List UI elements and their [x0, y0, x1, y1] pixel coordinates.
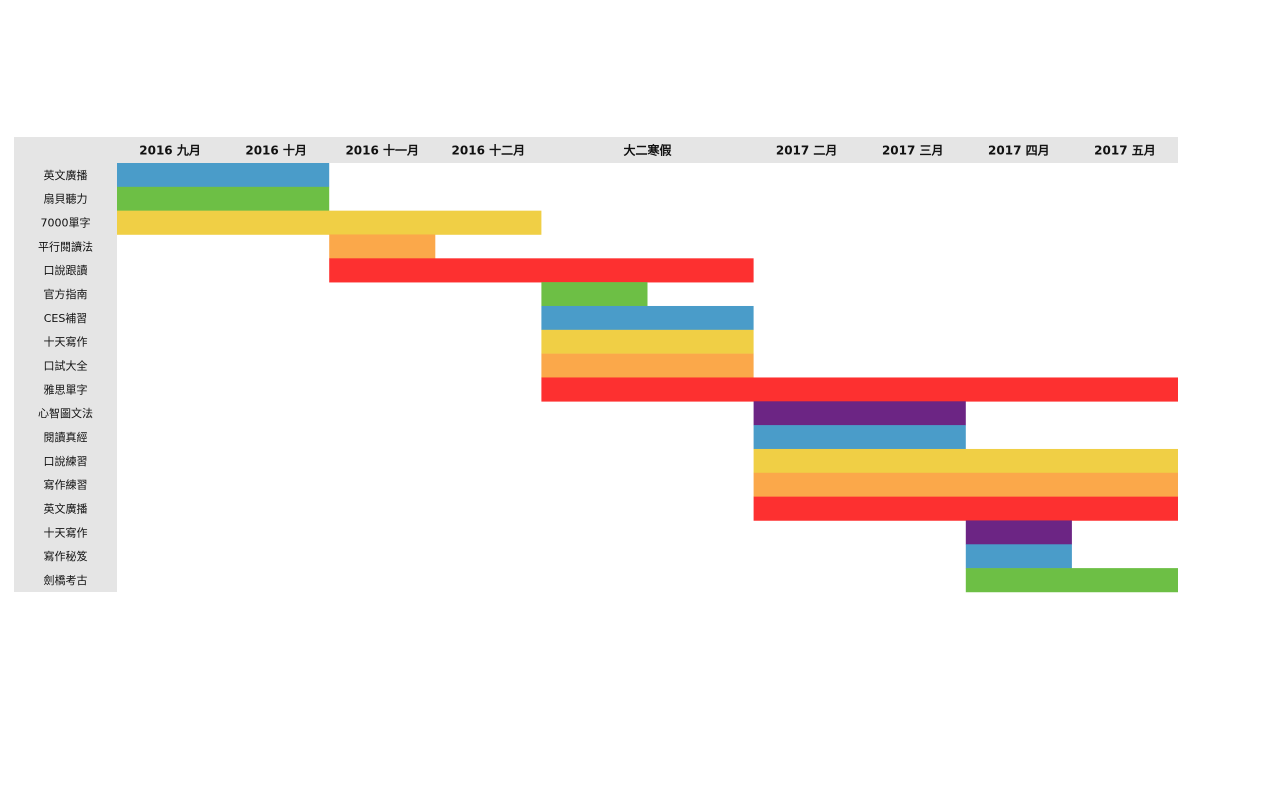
- task-bar: [329, 258, 754, 283]
- column-header: 2016 十二月: [452, 143, 526, 158]
- column-header: 大二寒假: [623, 143, 672, 158]
- header-row: [14, 137, 1178, 163]
- task-label: 心智圖文法: [38, 406, 93, 420]
- task-bar: [753, 425, 966, 450]
- task-label: 口說練習: [44, 454, 88, 468]
- task-label: 官方指南: [44, 287, 88, 301]
- task-bar: [117, 163, 330, 188]
- task-label: CES補習: [44, 312, 88, 325]
- column-header: 2016 十月: [245, 143, 307, 158]
- task-bar: [329, 234, 436, 259]
- task-bar: [117, 210, 542, 235]
- task-label: 寫作練習: [44, 478, 88, 492]
- task-bar: [965, 520, 1072, 545]
- task-label: 口試大全: [44, 359, 88, 373]
- task-bar: [541, 305, 754, 331]
- column-header: 2017 四月: [988, 144, 1050, 158]
- task-bar: [541, 329, 754, 354]
- task-bar: [541, 353, 754, 378]
- task-label: 雅思單字: [44, 382, 88, 396]
- task-bar: [117, 186, 330, 211]
- task-label: 7000單字: [41, 216, 91, 230]
- column-header: 2016 九月: [139, 143, 201, 158]
- task-label: 口說跟讀: [44, 263, 88, 277]
- task-label: 劍橋考古: [44, 573, 88, 587]
- task-label: 寫作秘笈: [44, 549, 88, 563]
- task-bar: [753, 401, 966, 426]
- task-bar: [541, 282, 648, 307]
- task-label: 扇貝聽力: [44, 192, 88, 206]
- column-header: 2017 五月: [1094, 144, 1156, 158]
- task-bar: [753, 448, 1178, 474]
- task-label: 平行閱讀法: [38, 239, 93, 253]
- task-bar: [753, 472, 1178, 497]
- task-label: 英文廣播: [44, 502, 88, 516]
- column-header: 2017 二月: [776, 144, 838, 158]
- column-header: 2017 三月: [882, 144, 944, 158]
- task-label: 英文廣播: [44, 168, 88, 182]
- task-bar: [965, 544, 1072, 569]
- task-bar: [965, 568, 1178, 593]
- label-column: [14, 163, 117, 592]
- task-bar: [541, 377, 1178, 402]
- task-label: 十天寫作: [44, 525, 88, 539]
- task-bar: [753, 496, 1178, 521]
- task-label: 十天寫作: [44, 335, 88, 349]
- task-label: 閱讀真經: [44, 430, 88, 444]
- column-header: 2016 十一月: [345, 143, 419, 158]
